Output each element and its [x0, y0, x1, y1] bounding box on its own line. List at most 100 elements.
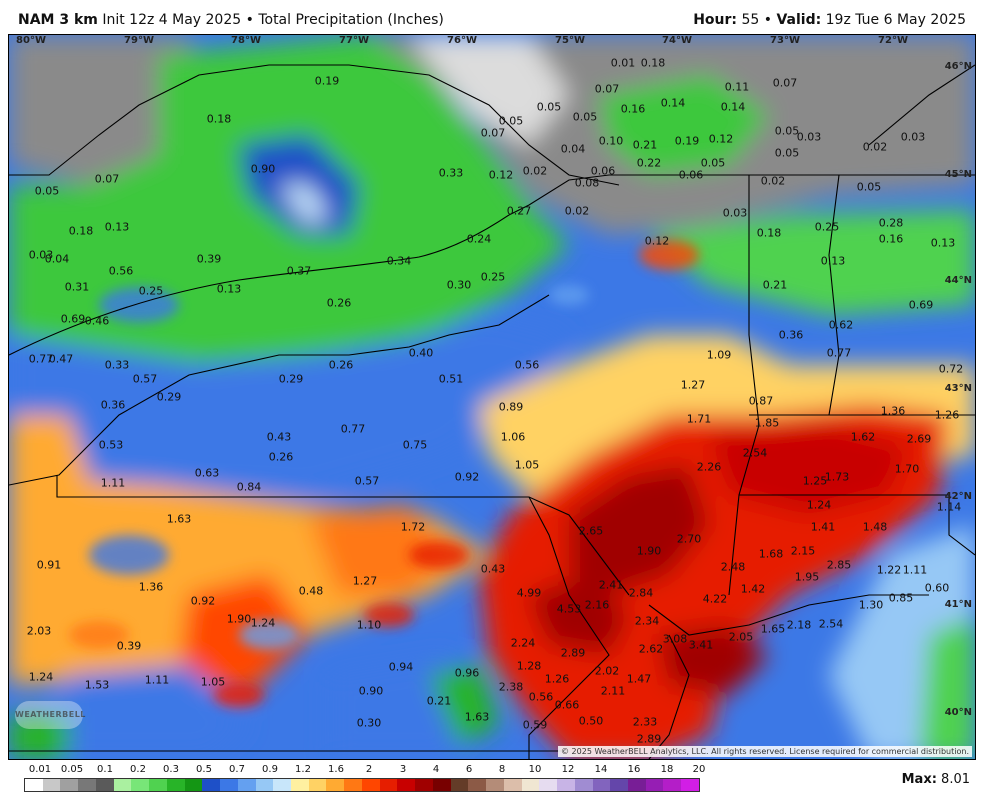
precip-value-label: 1.48 — [862, 520, 888, 534]
precip-value-label: 2.11 — [600, 684, 626, 698]
precip-value-label: 0.28 — [878, 216, 904, 230]
precip-value-label: 0.36 — [100, 398, 126, 412]
precip-value-label: 2.16 — [584, 598, 610, 612]
precip-value-label: 0.25 — [480, 270, 506, 284]
precip-value-label: 0.69 — [908, 298, 934, 312]
longitude-label: 78°W — [231, 35, 261, 46]
precip-value-label: 0.18 — [756, 226, 782, 240]
precip-value-label: 0.56 — [528, 690, 554, 704]
legend-swatch — [415, 779, 433, 791]
precip-value-label: 0.01 — [610, 56, 636, 70]
precip-value-label: 0.53 — [98, 438, 124, 452]
precip-value-label: 2.62 — [638, 642, 664, 656]
precip-value-label: 2.24 — [510, 636, 536, 650]
precip-value-label: 2.15 — [790, 544, 816, 558]
precip-value-label: 1.68 — [758, 547, 784, 561]
latitude-label: 41°N — [944, 599, 972, 610]
precip-value-label: 2.34 — [634, 614, 660, 628]
precip-value-label: 0.57 — [354, 474, 380, 488]
precip-value-label: 2.65 — [578, 524, 604, 538]
precip-value-label: 0.18 — [68, 224, 94, 238]
precip-value-label: 0.05 — [34, 184, 60, 198]
legend-label: 0.3 — [163, 764, 179, 775]
legend-label: 1.6 — [328, 764, 344, 775]
precip-value-label: 2.70 — [676, 532, 702, 546]
precip-value-label: 0.90 — [250, 162, 276, 176]
hour-label: Hour: — [693, 12, 737, 28]
precip-value-label: 1.26 — [544, 672, 570, 686]
precip-value-label: 0.40 — [408, 346, 434, 360]
legend-swatch — [627, 779, 646, 791]
precip-value-label: 0.75 — [402, 438, 428, 452]
precip-value-label: 0.92 — [190, 594, 216, 608]
legend-swatch — [95, 779, 114, 791]
precip-value-label: 0.30 — [446, 278, 472, 292]
precip-value-label: 0.02 — [564, 204, 590, 218]
precip-value-label: 0.91 — [36, 558, 62, 572]
precip-value-label: 0.14 — [660, 96, 686, 110]
precip-value-label: 1.42 — [740, 582, 766, 596]
legend-label: 1.2 — [295, 764, 311, 775]
precip-value-label: 2.89 — [636, 732, 662, 746]
precip-value-label: 0.43 — [266, 430, 292, 444]
longitude-label: 76°W — [447, 35, 477, 46]
precip-value-label: 2.41 — [598, 578, 624, 592]
precip-value-label: 1.09 — [706, 348, 732, 362]
precip-value-label: 1.36 — [880, 404, 906, 418]
precip-value-label: 1.14 — [936, 500, 962, 514]
precip-value-label: 0.26 — [268, 450, 294, 464]
legend-label: 12 — [561, 764, 575, 775]
precip-value-label: 0.39 — [196, 252, 222, 266]
legend-label: 0.5 — [196, 764, 212, 775]
legend-label: 0.2 — [130, 764, 146, 775]
precip-value-label: 1.36 — [138, 580, 164, 594]
precip-value-label: 0.36 — [778, 328, 804, 342]
longitude-label: 79°W — [124, 35, 154, 46]
legend-swatch — [273, 779, 292, 791]
longitude-label: 80°W — [16, 35, 46, 46]
latitude-label: 40°N — [944, 707, 972, 718]
precip-value-label: 0.13 — [216, 282, 242, 296]
precip-value-label: 3.08 — [662, 632, 688, 646]
precip-value-label: 1.11 — [100, 476, 126, 490]
precip-value-label: 0.57 — [132, 372, 158, 386]
legend-label: 0.05 — [60, 764, 84, 775]
latitude-label: 45°N — [944, 169, 972, 180]
precip-value-label: 3.41 — [688, 638, 714, 652]
legend-label: 6 — [465, 764, 473, 775]
precip-value-label: 0.27 — [506, 204, 532, 218]
longitude-label: 77°W — [339, 35, 369, 46]
precip-value-label: 0.02 — [522, 164, 548, 178]
precip-value-label: 0.92 — [454, 470, 480, 484]
precip-value-label: 1.53 — [84, 678, 110, 692]
precip-value-label: 1.27 — [352, 574, 378, 588]
precip-value-label: 2.54 — [818, 617, 844, 631]
precip-value-label: 0.05 — [774, 124, 800, 138]
precip-value-label: 1.73 — [824, 470, 850, 484]
precip-fields — [9, 35, 975, 759]
legend-swatch — [202, 779, 221, 791]
precip-value-label: 0.22 — [636, 156, 662, 170]
precip-value-label: 2.85 — [826, 558, 852, 572]
precip-value-label: 2.33 — [632, 715, 658, 729]
latitude-label: 46°N — [944, 61, 972, 72]
valid-label: Valid: — [776, 12, 822, 28]
precip-value-label: 1.65 — [760, 622, 786, 636]
precip-value-label: 2.89 — [560, 646, 586, 660]
legend-label: 0.1 — [97, 764, 113, 775]
precip-value-label: 0.12 — [708, 132, 734, 146]
precip-value-label: 0.87 — [748, 394, 774, 408]
latitude-label: 44°N — [944, 275, 972, 286]
precip-value-label: 0.07 — [772, 76, 798, 90]
precip-value-label: 0.56 — [514, 358, 540, 372]
precip-value-label: 2.05 — [728, 630, 754, 644]
longitude-label: 74°W — [662, 35, 692, 46]
precip-value-label: 1.24 — [250, 616, 276, 630]
precip-value-label: 0.03 — [722, 206, 748, 220]
header-bar: NAM 3 km Init 12z 4 May 2025 • Total Pre… — [0, 0, 984, 34]
precip-value-label: 0.19 — [314, 74, 340, 88]
precip-value-label: 2.02 — [594, 664, 620, 678]
legend-swatch — [344, 779, 362, 791]
precip-value-label: 1.28 — [516, 659, 542, 673]
legend-swatch — [78, 779, 96, 791]
